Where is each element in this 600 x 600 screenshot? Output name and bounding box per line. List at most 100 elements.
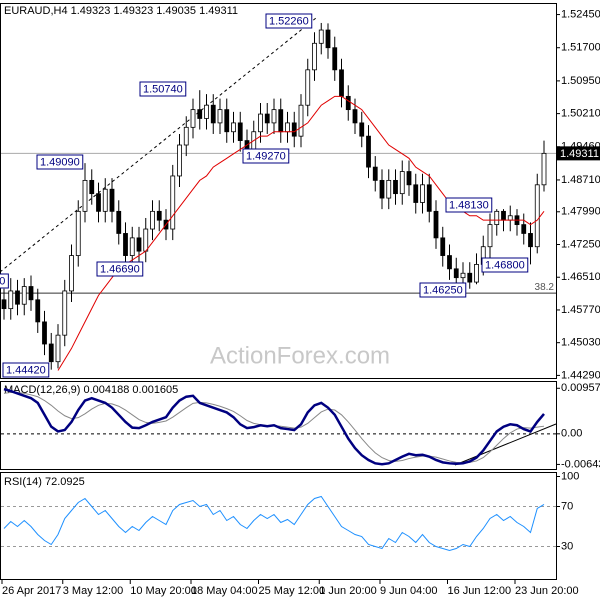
annotation-box — [265, 13, 313, 29]
candle-body — [8, 290, 14, 310]
candle-body — [170, 175, 176, 230]
candle-body — [325, 29, 331, 49]
candle-body — [102, 188, 108, 212]
candle-body — [339, 69, 344, 97]
candle-body — [62, 290, 68, 336]
candle-body — [224, 109, 230, 133]
rsi-label: RSI(14) 72.0925 — [4, 476, 85, 488]
candle-body — [237, 122, 243, 141]
annotation-label: 1.50740 — [143, 83, 183, 95]
y-tick-label: 100 — [561, 470, 579, 482]
annotation: 1.52260 — [265, 13, 313, 29]
y-tick-label: 0.009576 — [561, 382, 600, 394]
candle-body — [312, 42, 317, 71]
y-tick-label: 0.00 — [561, 428, 582, 440]
annotation: 1.46690 — [96, 261, 144, 277]
y-tick-label: 1.45030 — [561, 337, 600, 349]
candle-body — [48, 343, 54, 363]
y-tick-label: 1.45770 — [561, 304, 600, 316]
candle-body — [109, 188, 115, 212]
annotation-label: 1.49270 — [246, 150, 286, 162]
candle-body — [197, 109, 203, 119]
candle-body — [156, 210, 162, 221]
x-tick-label: 23 Jun 20:00 — [515, 585, 579, 597]
annotation: 1.49270 — [242, 148, 290, 164]
candle-body — [183, 126, 189, 146]
candle-body — [305, 69, 311, 106]
annotation-box — [419, 282, 467, 298]
candle-body — [69, 255, 74, 292]
candle-body — [541, 152, 547, 186]
annotation-box — [0, 273, 9, 289]
y-tick-label: 1.47990 — [561, 206, 600, 218]
trend-line — [0, 17, 317, 273]
candle-body — [393, 179, 398, 195]
candle-body — [264, 113, 270, 124]
annotation: 1.48130 — [445, 197, 493, 213]
macd-label: MACD(12,26,9) 0.004188 0.001605 — [4, 384, 178, 396]
candle-body — [453, 268, 459, 279]
candle-body — [467, 272, 473, 283]
candle-body — [28, 286, 34, 301]
candle-body — [285, 122, 290, 133]
candle-body — [507, 215, 513, 221]
candle-body — [136, 237, 142, 252]
candle-body — [528, 233, 533, 248]
candle-body — [258, 113, 263, 133]
macd-panel — [0, 381, 557, 470]
y-tick-label: 1.44290 — [561, 369, 600, 381]
y-tick-label: 1.50210 — [561, 108, 600, 120]
candle-body — [460, 272, 466, 279]
candle-body — [352, 109, 358, 124]
candle-body — [447, 255, 452, 270]
candle-body — [35, 299, 41, 323]
candle-body — [501, 210, 506, 221]
candle-body — [534, 184, 540, 248]
annotation-label: 1.49090 — [40, 156, 80, 168]
candle-body — [372, 166, 378, 181]
annotation-box — [36, 154, 84, 170]
candle-body — [143, 228, 149, 252]
y-tick-label: 1.51700 — [561, 42, 600, 54]
candle-body — [210, 104, 216, 124]
annotation: 490 — [0, 273, 9, 289]
x-tick-label: 3 May 12:00 — [63, 585, 124, 597]
candle-body — [487, 224, 493, 248]
rsi-panel — [0, 472, 557, 580]
y-tick-label: 1.47250 — [561, 238, 600, 250]
candle-body — [474, 264, 479, 283]
candle-body — [426, 184, 432, 212]
x-tick-label: 18 May 04:00 — [191, 585, 258, 597]
candle-body — [42, 321, 47, 345]
candle-body — [96, 193, 101, 212]
rsi-line — [3, 495, 545, 552]
price-box — [557, 146, 600, 161]
candle-body — [318, 29, 324, 44]
candle-body — [494, 210, 500, 226]
candle-body — [217, 109, 223, 124]
annotation-label: 1.46800 — [485, 259, 525, 271]
annotation-box — [242, 148, 290, 164]
candle-body — [298, 104, 304, 137]
x-tick-label: 26 Apr 2017 — [2, 585, 61, 597]
y-tick-label: -0.006433 — [561, 458, 600, 470]
y-tick-label: 1.48710 — [561, 174, 600, 186]
y-tick-label: 1.46510 — [561, 271, 600, 283]
candle-body — [399, 171, 405, 195]
annotation-box — [445, 197, 493, 213]
y-tick-label: 1.52450 — [561, 8, 600, 20]
candle-body — [75, 210, 81, 256]
candle-body — [291, 122, 297, 137]
candle-body — [123, 233, 128, 256]
candle-body — [150, 210, 155, 230]
annotation: 1.49090 — [36, 154, 84, 170]
annotation: 1.50740 — [139, 81, 187, 97]
annotation: 1.44420 — [2, 362, 50, 378]
price-box-label: 1.49311 — [560, 148, 599, 160]
annotation: 1.46800 — [481, 257, 529, 273]
annotation-box — [481, 257, 529, 273]
annotation-box — [2, 362, 50, 378]
candle-body — [89, 179, 95, 195]
candle-body — [332, 47, 338, 71]
